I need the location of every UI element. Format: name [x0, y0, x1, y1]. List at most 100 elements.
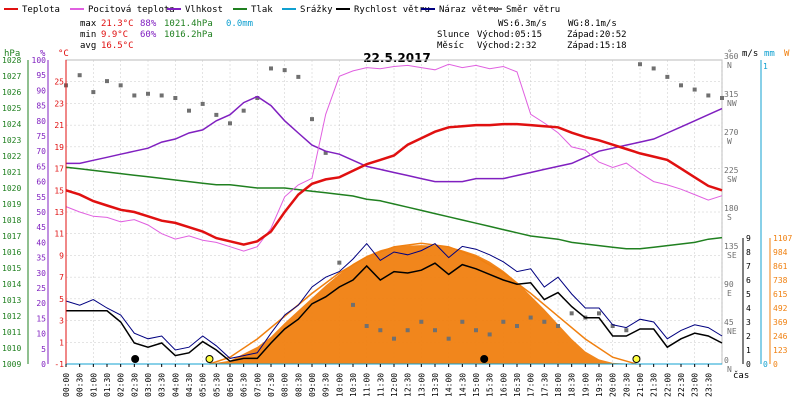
tick-humidity: 85 [36, 102, 46, 111]
tick-humidity: 15 [36, 314, 46, 323]
wind-direction-point [200, 101, 205, 106]
wind-direction-point [692, 87, 697, 92]
wind-direction-point [542, 319, 547, 324]
x-tick-label: 02:30 [130, 373, 139, 397]
sun-rise: Východ:05:15 [477, 30, 542, 40]
x-tick-label: 10:30 [349, 373, 358, 397]
x-tick-label: 06:00 [226, 373, 235, 397]
tick-wind-compass: NW [727, 99, 737, 108]
tick-wind-direction: 0 [724, 356, 729, 365]
markers [131, 355, 641, 363]
tick-wind-speed: 3 [746, 318, 751, 327]
tick-pressure: 1010 [2, 344, 21, 353]
x-tick-label: 19:00 [581, 373, 590, 397]
unit-hpa: hPa [4, 49, 20, 59]
legend: Teplota Pocitová teplota Vlhkost Tlak Srážky… [4, 5, 560, 15]
unit-pct: % [40, 49, 46, 59]
wind-direction-point [597, 311, 601, 316]
x-tick-label: 01:00 [89, 373, 98, 397]
wind-direction-point [405, 328, 410, 333]
x-tick-label: 09:30 [322, 373, 331, 397]
tick-pressure: 1017 [2, 232, 21, 241]
tick-humidity: 60 [36, 178, 46, 187]
series-feels-like-line [65, 63, 723, 252]
series-pressure-line [65, 166, 723, 250]
x-tick-label: 05:30 [212, 373, 221, 397]
x-tick-label: 14:00 [445, 373, 454, 397]
tick-temperature: 3 [59, 317, 64, 326]
tick-pressure: 1026 [2, 88, 21, 97]
moon-rise: Východ:2:32 [477, 41, 537, 51]
tick-wind-compass: N [727, 365, 732, 374]
wind-direction-point [638, 62, 642, 67]
tick-solar: 492 [773, 304, 788, 313]
tick-wind-compass: SE [727, 251, 737, 260]
legend-label: Rychlost větru [354, 5, 430, 15]
moon-set: Západ:15:18 [567, 41, 627, 51]
x-tick-label: 17:30 [540, 373, 549, 397]
tick-temperature: 13 [54, 208, 64, 217]
wind-direction-point [282, 68, 287, 73]
tick-temperature: 19 [54, 143, 64, 152]
tick-wind-direction: 315 [724, 90, 739, 99]
tick-temperature: 9 [59, 251, 64, 260]
x-tick-label: 17:00 [527, 373, 536, 397]
x-tick-label: 04:30 [185, 373, 194, 397]
x-tick-label: 05:00 [199, 373, 208, 397]
axes: 1009101010111012101310141015101610171018… [2, 52, 792, 397]
wind-ws: WS:6.3m/s [498, 19, 547, 29]
x-tick-label: 18:30 [568, 373, 577, 397]
tick-pressure: 1013 [2, 296, 21, 305]
x-tick-label: 13:00 [417, 373, 426, 397]
tick-temperature: 1 [59, 338, 64, 347]
tick-humidity: 20 [36, 299, 46, 308]
tick-solar: 123 [773, 346, 788, 355]
x-tick-label: 11:00 [363, 373, 372, 397]
sun-set: Západ:20:52 [567, 30, 627, 40]
series-solar-theoretical-line [209, 242, 637, 365]
wind-direction-point [77, 73, 82, 78]
unit-w: W [784, 49, 790, 59]
tick-temperature: 7 [59, 273, 64, 282]
x-tick-label: 08:00 [281, 373, 290, 397]
x-tick-label: 22:00 [663, 373, 672, 397]
stats-max-hum: 88% [140, 19, 157, 29]
legend-label: Pocitová teplota [88, 5, 175, 15]
axis-units: hPa % °C ° m/s mm W [4, 49, 790, 59]
wind-direction-point [255, 96, 260, 100]
tick-pressure: 1011 [2, 328, 21, 337]
tick-humidity: 75 [36, 132, 46, 141]
stats-min-press: 1016.2hPa [164, 30, 213, 40]
wind-direction-point [323, 150, 328, 155]
moonrise-marker [131, 355, 140, 363]
wind-direction-point [392, 336, 396, 341]
stats-min-hum: 60% [140, 30, 157, 40]
x-tick-label: 23:00 [691, 373, 700, 397]
tick-wind-compass: SW [727, 175, 737, 184]
tick-wind-speed: 2 [746, 332, 751, 341]
tick-pressure: 1025 [2, 104, 21, 113]
legend-label: Vlhkost [185, 5, 223, 15]
series-solar-area [209, 245, 637, 364]
wind-direction-point [118, 83, 123, 88]
wind-direction-point [337, 260, 342, 265]
tick-wind-compass: N [727, 61, 732, 70]
x-tick-label: 00:30 [76, 373, 85, 397]
wind-direction-point [310, 117, 314, 122]
tick-humidity: 95 [36, 71, 46, 80]
tick-temperature: 15 [54, 186, 64, 195]
wind-direction-point [624, 328, 629, 333]
stats-avg-label: avg [80, 41, 96, 51]
wind-direction-point [187, 108, 191, 113]
wind-direction-point [214, 112, 219, 117]
series-wind-speed-line [66, 262, 723, 363]
wind-direction-point [446, 336, 451, 341]
stats-max-temp: 21.3°C [101, 19, 134, 29]
tick-humidity: 10 [36, 330, 46, 339]
tick-humidity: 0 [41, 360, 46, 369]
x-axis-label: čas [733, 370, 749, 381]
wind-direction-point [679, 83, 683, 88]
x-tick-label: 08:30 [294, 373, 303, 397]
x-tick-label: 15:00 [472, 373, 481, 397]
wind-direction-point [228, 121, 232, 126]
